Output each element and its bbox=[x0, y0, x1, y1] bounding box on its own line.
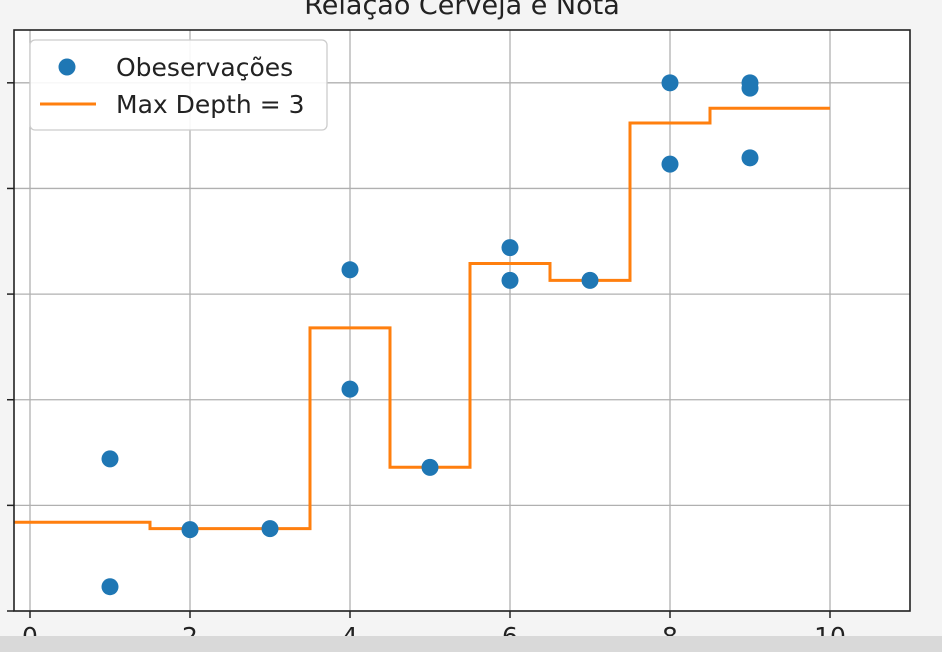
scatter-point bbox=[181, 521, 199, 539]
scatter-point bbox=[341, 380, 359, 398]
scatter-point bbox=[501, 271, 519, 289]
scatter-point bbox=[341, 261, 359, 279]
scatter-point bbox=[581, 271, 599, 289]
scatter-point bbox=[661, 74, 679, 92]
scatter-point bbox=[501, 239, 519, 257]
scatter-point bbox=[741, 149, 759, 167]
plot-area: 0246810ObeservaçõesMax Depth = 3 bbox=[7, 29, 911, 651]
legend-box bbox=[29, 39, 328, 131]
series-line-max-depth bbox=[14, 106, 830, 531]
legend-marker-observations bbox=[58, 58, 76, 76]
legend-label-max-depth: Max Depth = 3 bbox=[116, 90, 305, 119]
scatter-point bbox=[741, 74, 759, 92]
legend-label-observations: Obeservações bbox=[116, 53, 293, 82]
scatter-point bbox=[261, 520, 279, 538]
scatter-point bbox=[421, 458, 439, 476]
scatter-point bbox=[101, 578, 119, 596]
scatter-point bbox=[101, 450, 119, 468]
scatter-point bbox=[661, 155, 679, 173]
axes-frame bbox=[13, 29, 911, 612]
chart-title: Relação Cerveja e Nota bbox=[304, 0, 620, 21]
bottom-band bbox=[0, 636, 942, 652]
